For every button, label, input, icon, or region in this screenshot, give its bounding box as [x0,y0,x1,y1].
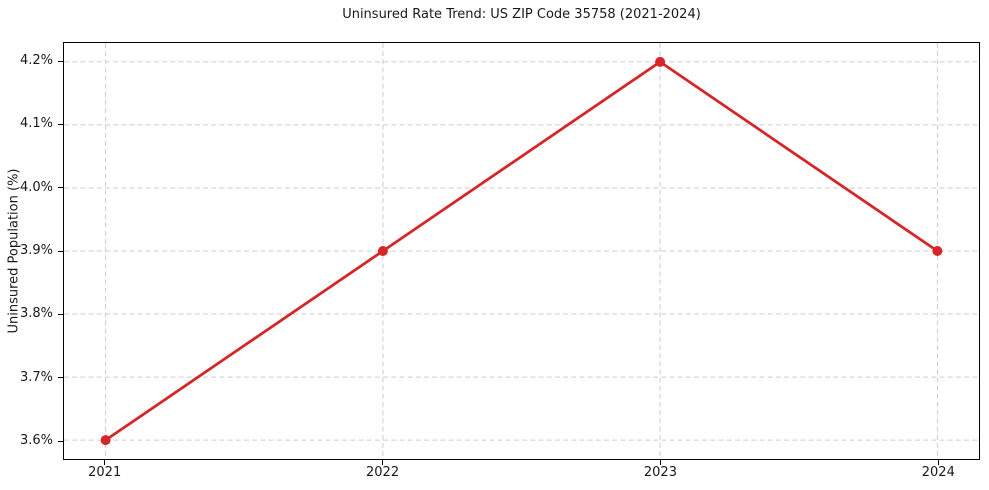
x-tick-mark [104,460,106,465]
x-tick-label: 2021 [88,465,122,480]
x-tick-label: 2024 [921,465,955,480]
y-tick-label: 4.0% [19,179,53,195]
x-tick-mark [382,460,384,465]
x-tick-label: 2022 [366,465,400,480]
y-tick-label: 4.2% [19,53,53,68]
data-point-marker [655,56,666,67]
y-tick-label: 3.6% [19,433,53,448]
x-tick-mark [659,460,662,465]
y-tick-label: 3.9% [19,243,53,258]
x-tick-mark [937,460,940,465]
y-tick-mark [58,313,63,316]
y-tick-label: 3.7% [19,369,53,385]
plot-area [63,42,980,460]
data-point-marker [100,435,111,446]
y-tick-mark [58,60,63,62]
line-chart-svg [64,43,979,459]
data-point-marker [932,246,943,256]
y-tick-mark [58,250,63,252]
y-tick-label: 3.8% [19,306,53,322]
chart-title: Uninsured Rate Trend: US ZIP Code 35758 … [342,7,701,22]
x-tick-label: 2023 [643,465,677,480]
y-tick-mark [58,187,63,189]
y-tick-mark [58,123,63,126]
y-tick-label: 4.1% [19,116,53,132]
trend-line [104,60,939,442]
y-tick-mark [58,377,63,379]
y-tick-mark [58,440,63,442]
data-point-marker [377,246,388,256]
